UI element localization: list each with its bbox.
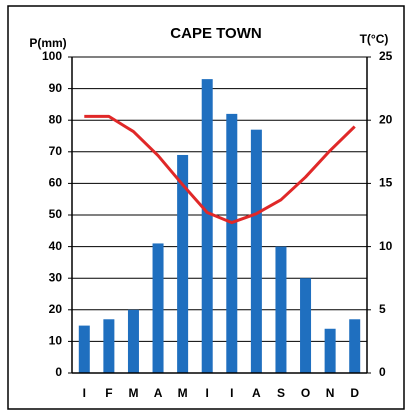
bar bbox=[201, 79, 213, 374]
y2-tick-label: 10 bbox=[379, 239, 393, 253]
x-tick-label: I bbox=[206, 386, 209, 400]
x-tick-label: I bbox=[83, 386, 86, 400]
bar bbox=[300, 278, 312, 373]
x-tick-label: O bbox=[301, 386, 310, 400]
y-tick-label: 0 bbox=[55, 365, 62, 379]
y-axis-label: P(mm) bbox=[29, 36, 66, 50]
bar bbox=[103, 319, 115, 373]
y-tick-label: 20 bbox=[49, 302, 63, 316]
bar bbox=[250, 129, 262, 373]
x-tick-label: N bbox=[326, 386, 335, 400]
chart-title: CAPE TOWN bbox=[170, 25, 261, 42]
x-tick-label: S bbox=[277, 386, 285, 400]
y-tick-label: 50 bbox=[49, 207, 63, 221]
bar bbox=[349, 319, 361, 373]
bar bbox=[324, 328, 336, 373]
y2-axis-label: T(°C) bbox=[360, 32, 389, 46]
y2-tick-label: 5 bbox=[379, 302, 386, 316]
y-tick-label: 80 bbox=[49, 112, 63, 126]
y2-tick-label: 20 bbox=[379, 112, 393, 126]
x-tick-label: M bbox=[128, 386, 138, 400]
y2-tick-label: 15 bbox=[379, 176, 393, 190]
bar bbox=[177, 154, 189, 373]
bar bbox=[78, 325, 90, 373]
bar bbox=[152, 243, 164, 373]
bar bbox=[127, 309, 139, 373]
x-tick-label: M bbox=[178, 386, 188, 400]
y-tick-label: 30 bbox=[49, 270, 63, 284]
x-tick-label: D bbox=[350, 386, 359, 400]
x-tick-label: I bbox=[230, 386, 233, 400]
x-tick-label: A bbox=[252, 386, 261, 400]
y2-tick-label: 0 bbox=[379, 365, 386, 379]
bar bbox=[226, 113, 238, 373]
y-tick-label: 90 bbox=[49, 81, 63, 95]
y-tick-label: 10 bbox=[49, 334, 63, 348]
plot: 0 10 20 30 40 50 60 70 80 90 100 0 5 10 15 20 25 I F M A M I I A… bbox=[42, 49, 393, 400]
x-tick-label: A bbox=[154, 386, 163, 400]
y-tick-label: 60 bbox=[49, 176, 63, 190]
bar bbox=[275, 246, 287, 373]
y-tick-label: 70 bbox=[49, 144, 63, 158]
x-tick-label: F bbox=[105, 386, 112, 400]
temperature-line bbox=[84, 114, 356, 225]
y2-tick-label: 25 bbox=[379, 49, 393, 63]
y-tick-label: 40 bbox=[49, 239, 63, 253]
y-tick-label: 100 bbox=[42, 49, 62, 63]
